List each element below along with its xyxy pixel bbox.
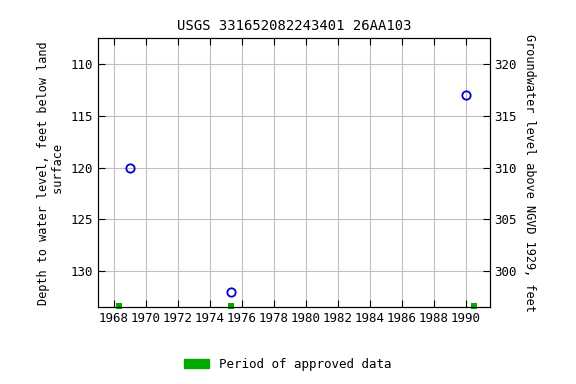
Y-axis label: Depth to water level, feet below land
 surface: Depth to water level, feet below land su…: [37, 41, 65, 305]
Title: USGS 331652082243401 26AA103: USGS 331652082243401 26AA103: [176, 19, 411, 33]
Legend: Period of approved data: Period of approved data: [179, 353, 397, 376]
Y-axis label: Groundwater level above NGVD 1929, feet: Groundwater level above NGVD 1929, feet: [522, 34, 536, 312]
